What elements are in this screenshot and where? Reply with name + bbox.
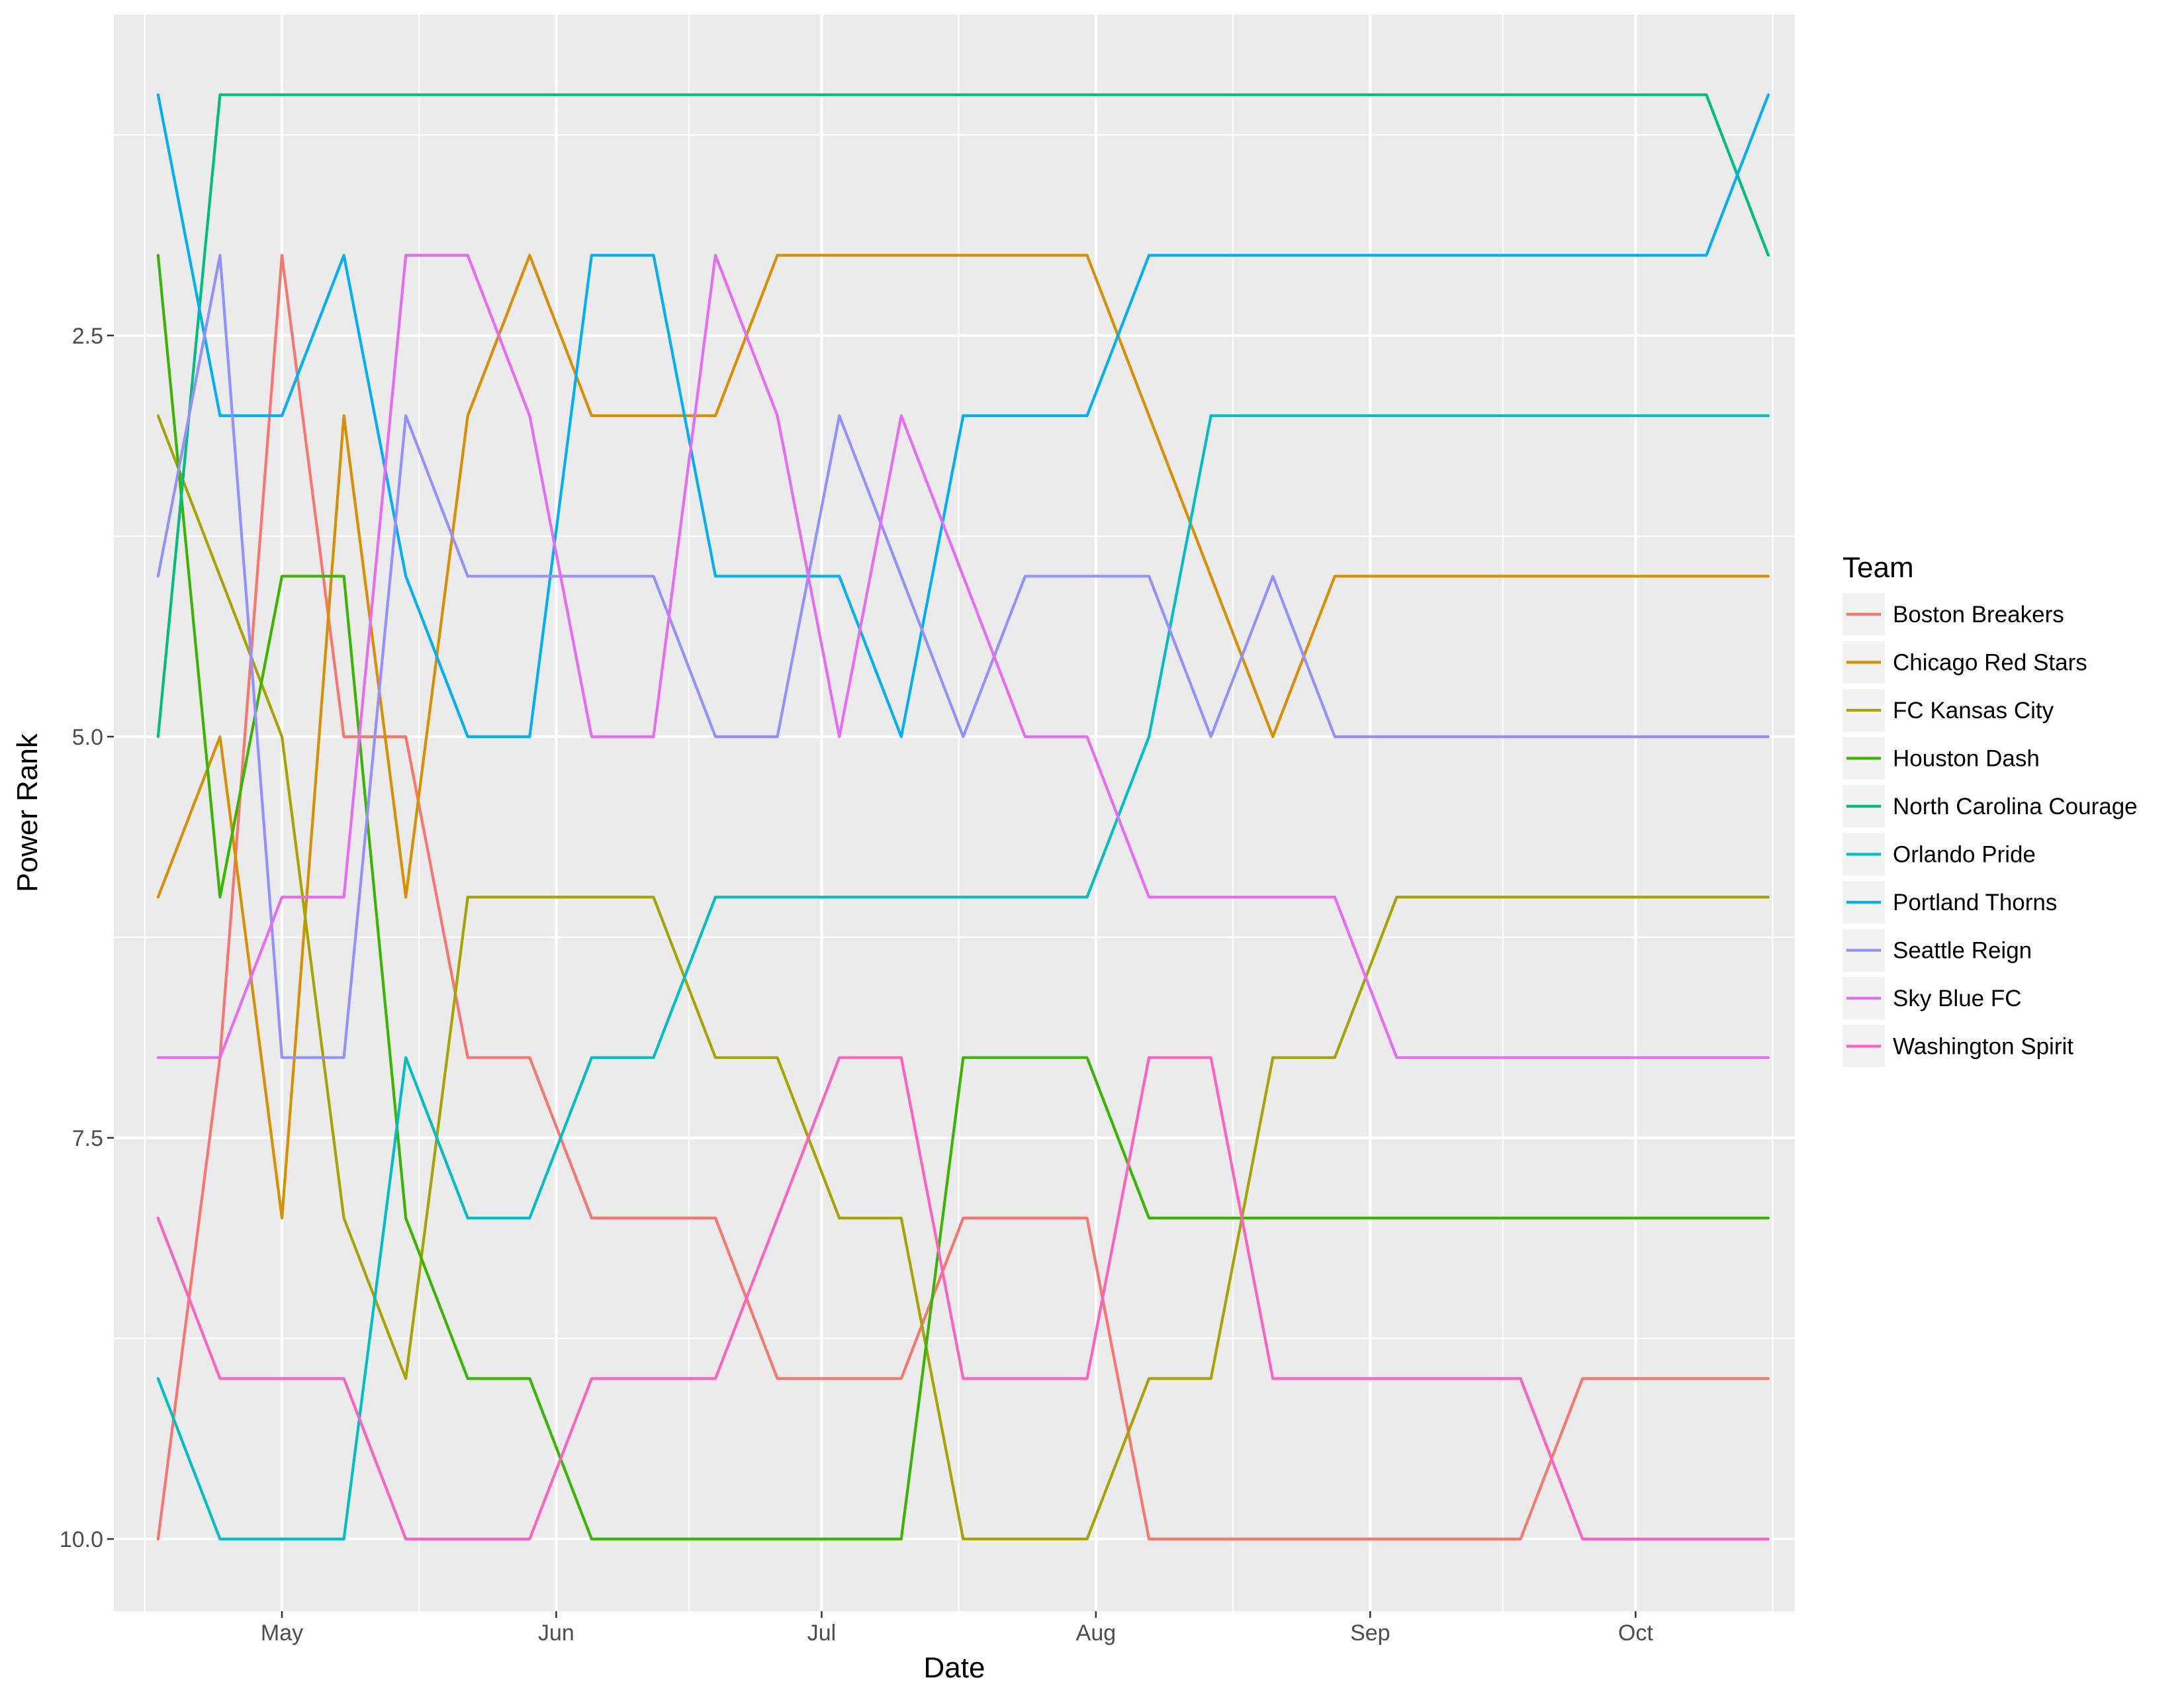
y-tick-label: 5.0 [72,725,103,750]
legend-label-houston-dash: Houston Dash [1893,746,2040,772]
major-gridlines [114,15,1795,1611]
legend-items: Boston Breakers Chicago Red Stars FC Kansa… [1843,593,2138,1068]
series-line-north-carolina-courage [156,93,1770,738]
series-line-houston-dash [156,254,1770,1541]
legend-label-fc-kansas-city: FC Kansas City [1893,698,2054,724]
series-lines [156,93,1770,1541]
x-tick-label: Aug [1076,1620,1116,1646]
x-tick-label: May [261,1620,303,1646]
legend: Team Boston Breakers Chicago Red Stars FC … [1843,551,2138,1068]
series-line-fc-kansas-city [156,414,1770,1541]
series-line-portland-thorns [156,93,1770,738]
y-axis-title: Power Rank [11,733,44,892]
legend-label-orlando-pride: Orlando Pride [1893,842,2036,868]
x-tick-label: Oct [1618,1620,1653,1646]
y-axis-ticks: 2.5 5.0 7.5 10.0 [60,324,114,1552]
legend-label-sky-blue-fc: Sky Blue FC [1893,986,2022,1011]
legend-title: Team [1843,551,1914,584]
series-line-orlando-pride [156,414,1770,1541]
y-tick-label: 10.0 [60,1527,103,1552]
series-line-seattle-reign [156,254,1770,1059]
legend-label-boston-breakers: Boston Breakers [1893,602,2064,628]
x-axis-title: Date [924,1652,985,1684]
x-tick-label: Jun [538,1620,574,1646]
legend-label-washington-spirit: Washington Spirit [1893,1034,2073,1060]
series-line-sky-blue-fc [156,254,1770,1059]
legend-label-portland-thorns: Portland Thorns [1893,890,2057,915]
x-axis-ticks: May Jun Jul Aug Sep Oct [261,1611,1653,1646]
series-line-chicago-red-stars [156,254,1770,1220]
legend-label-chicago-red-stars: Chicago Red Stars [1893,650,2087,676]
minor-gridlines [114,15,1795,1611]
legend-label-seattle-reign: Seattle Reign [1893,938,2032,964]
y-tick-label: 2.5 [72,324,103,349]
series-line-washington-spirit [156,1056,1770,1541]
legend-label-north-carolina-courage: North Carolina Courage [1893,794,2138,820]
series-line-boston-breakers [156,254,1770,1541]
x-tick-label: Sep [1350,1620,1390,1646]
x-tick-label: Jul [807,1620,836,1646]
y-tick-label: 7.5 [72,1126,103,1151]
